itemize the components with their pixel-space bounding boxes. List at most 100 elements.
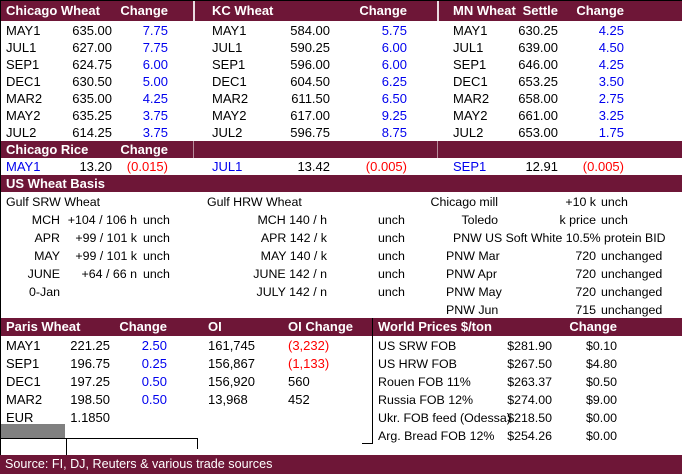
- change-cell[interactable]: 5.00: [142, 74, 168, 89]
- month-cell[interactable]: SEP1: [212, 57, 246, 72]
- month-cell[interactable]: SEP1: [453, 57, 487, 72]
- world-change-cell[interactable]: $0.10: [585, 339, 617, 353]
- pnw-label-cell[interactable]: PNW Jun: [446, 303, 499, 317]
- settle-cell[interactable]: 630.50: [72, 74, 112, 89]
- oi-cell[interactable]: 13,968: [208, 392, 248, 407]
- change-cell[interactable]: 4.25: [142, 91, 168, 106]
- oi-change-cell[interactable]: (3,232): [288, 338, 330, 353]
- month-cell[interactable]: JUL1: [212, 40, 243, 55]
- hrw-title[interactable]: Gulf HRW Wheat: [207, 195, 302, 209]
- paris-price-cell[interactable]: 221.25: [70, 338, 110, 353]
- rice-price-cell[interactable]: 13.42: [297, 159, 330, 174]
- basis-unch-cell[interactable]: unch: [143, 267, 170, 281]
- hrw-unch-cell[interactable]: unch: [378, 213, 405, 227]
- change-cell[interactable]: 3.75: [142, 108, 168, 123]
- change-cell[interactable]: 5.75: [381, 23, 407, 38]
- world-price-cell[interactable]: $254.26: [507, 429, 552, 443]
- settle-cell[interactable]: 617.00: [290, 108, 330, 123]
- world-change-cell[interactable]: $0.00: [585, 411, 617, 425]
- pnw-label-cell[interactable]: Toledo: [461, 213, 498, 227]
- change-cell[interactable]: 2.75: [598, 91, 624, 106]
- paris-price-cell[interactable]: 1.1850: [70, 410, 110, 425]
- srw-title[interactable]: Gulf SRW Wheat: [6, 195, 101, 209]
- world-label-cell[interactable]: US HRW FOB: [378, 357, 457, 371]
- paris-month-cell[interactable]: EUR: [6, 410, 34, 425]
- settle-cell[interactable]: 661.00: [518, 108, 558, 123]
- basis-unch-cell[interactable]: unch: [143, 231, 170, 245]
- hrw-unch-cell[interactable]: unch: [378, 267, 405, 281]
- settle-cell[interactable]: 658.00: [518, 91, 558, 106]
- change-cell[interactable]: 4.50: [598, 40, 624, 55]
- world-change-cell[interactable]: $4.80: [585, 357, 617, 371]
- paris-month-cell[interactable]: SEP1: [6, 356, 40, 371]
- basis-unch-cell[interactable]: unch: [143, 249, 170, 263]
- month-cell[interactable]: DEC1: [212, 74, 247, 89]
- settle-cell[interactable]: 639.00: [518, 40, 558, 55]
- settle-cell[interactable]: 653.00: [518, 125, 558, 140]
- basis-value-cell[interactable]: +64 / 66 n: [81, 267, 137, 281]
- settle-cell[interactable]: 584.00: [290, 23, 330, 38]
- rice-change-cell[interactable]: (0.005): [365, 159, 407, 174]
- settle-cell[interactable]: 635.00: [72, 91, 112, 106]
- basis-month-cell[interactable]: MCH: [31, 213, 60, 227]
- paris-month-cell[interactable]: MAY1: [6, 338, 41, 353]
- rice-month-cell[interactable]: SEP1: [453, 159, 487, 174]
- settle-cell[interactable]: 646.00: [518, 57, 558, 72]
- world-label-cell[interactable]: Russia FOB 12%: [378, 393, 474, 407]
- settle-cell[interactable]: 635.00: [72, 23, 112, 38]
- paris-price-cell[interactable]: 197.25: [70, 374, 110, 389]
- world-label-cell[interactable]: Ukr. FOB feed (Odessa): [378, 411, 511, 425]
- pnw-change-cell[interactable]: unchanged: [601, 285, 663, 299]
- world-change-cell[interactable]: $9.00: [585, 393, 617, 407]
- paris-price-cell[interactable]: 198.50: [70, 392, 110, 407]
- settle-cell[interactable]: 627.00: [72, 40, 112, 55]
- change-cell[interactable]: 4.25: [598, 57, 624, 72]
- change-cell[interactable]: 7.75: [142, 23, 168, 38]
- change-cell[interactable]: 4.25: [598, 23, 624, 38]
- change-cell[interactable]: 9.25: [381, 108, 407, 123]
- settle-cell[interactable]: 611.50: [291, 91, 330, 106]
- basis-month-cell[interactable]: MAY: [34, 249, 60, 263]
- basis-value-cell[interactable]: +104 / 106 h: [67, 213, 137, 227]
- pnw-label-cell[interactable]: PNW Mar: [446, 249, 500, 263]
- month-cell[interactable]: SEP1: [6, 57, 40, 72]
- month-cell[interactable]: DEC1: [6, 74, 41, 89]
- paris-month-cell[interactable]: MAR2: [6, 392, 43, 407]
- month-cell[interactable]: MAY1: [212, 23, 247, 38]
- month-cell[interactable]: DEC1: [453, 74, 488, 89]
- empty-cell[interactable]: [0, 424, 65, 438]
- month-cell[interactable]: JUL2: [6, 125, 37, 140]
- hrw-value-cell[interactable]: MAY 140 / k: [260, 249, 327, 263]
- month-cell[interactable]: MAY2: [212, 108, 247, 123]
- settle-cell[interactable]: 604.50: [290, 74, 330, 89]
- basis-value-cell[interactable]: +99 / 101 k: [75, 231, 137, 245]
- pnw-label-cell[interactable]: PNW May: [446, 285, 502, 299]
- change-cell[interactable]: 6.00: [381, 40, 407, 55]
- hrw-unch-cell[interactable]: unch: [378, 285, 405, 299]
- change-cell[interactable]: 3.75: [142, 125, 168, 140]
- world-price-cell[interactable]: $263.37: [507, 375, 552, 389]
- basis-unch-cell[interactable]: unch: [143, 213, 170, 227]
- pnw-value-cell[interactable]: 720: [575, 285, 596, 299]
- world-change-cell[interactable]: $0.50: [585, 375, 617, 389]
- basis-month-cell[interactable]: 0-Jan: [29, 285, 60, 299]
- month-cell[interactable]: JUL2: [453, 125, 484, 140]
- hrw-unch-cell[interactable]: unch: [378, 249, 405, 263]
- settle-cell[interactable]: 624.75: [72, 57, 112, 72]
- month-cell[interactable]: MAY2: [6, 108, 41, 123]
- paris-change-cell[interactable]: 2.50: [141, 338, 167, 353]
- rice-month-cell[interactable]: MAY1: [6, 159, 41, 174]
- world-change-cell[interactable]: $0.00: [585, 429, 617, 443]
- month-cell[interactable]: MAY2: [453, 108, 488, 123]
- month-cell[interactable]: MAR2: [6, 91, 43, 106]
- settle-cell[interactable]: 590.25: [290, 40, 330, 55]
- oi-change-cell[interactable]: 452: [288, 392, 310, 407]
- pnw-value-cell[interactable]: k price: [559, 213, 597, 227]
- world-label-cell[interactable]: Arg. Bread FOB 12%: [378, 429, 495, 443]
- pnw-change-cell[interactable]: unchanged: [601, 249, 663, 263]
- hrw-value-cell[interactable]: APR 142 / k: [260, 231, 327, 245]
- month-cell[interactable]: MAY1: [453, 23, 488, 38]
- oi-change-cell[interactable]: (1,133): [288, 356, 330, 371]
- month-cell[interactable]: MAY1: [6, 23, 41, 38]
- hrw-value-cell[interactable]: JUNE 142 / n: [253, 267, 327, 281]
